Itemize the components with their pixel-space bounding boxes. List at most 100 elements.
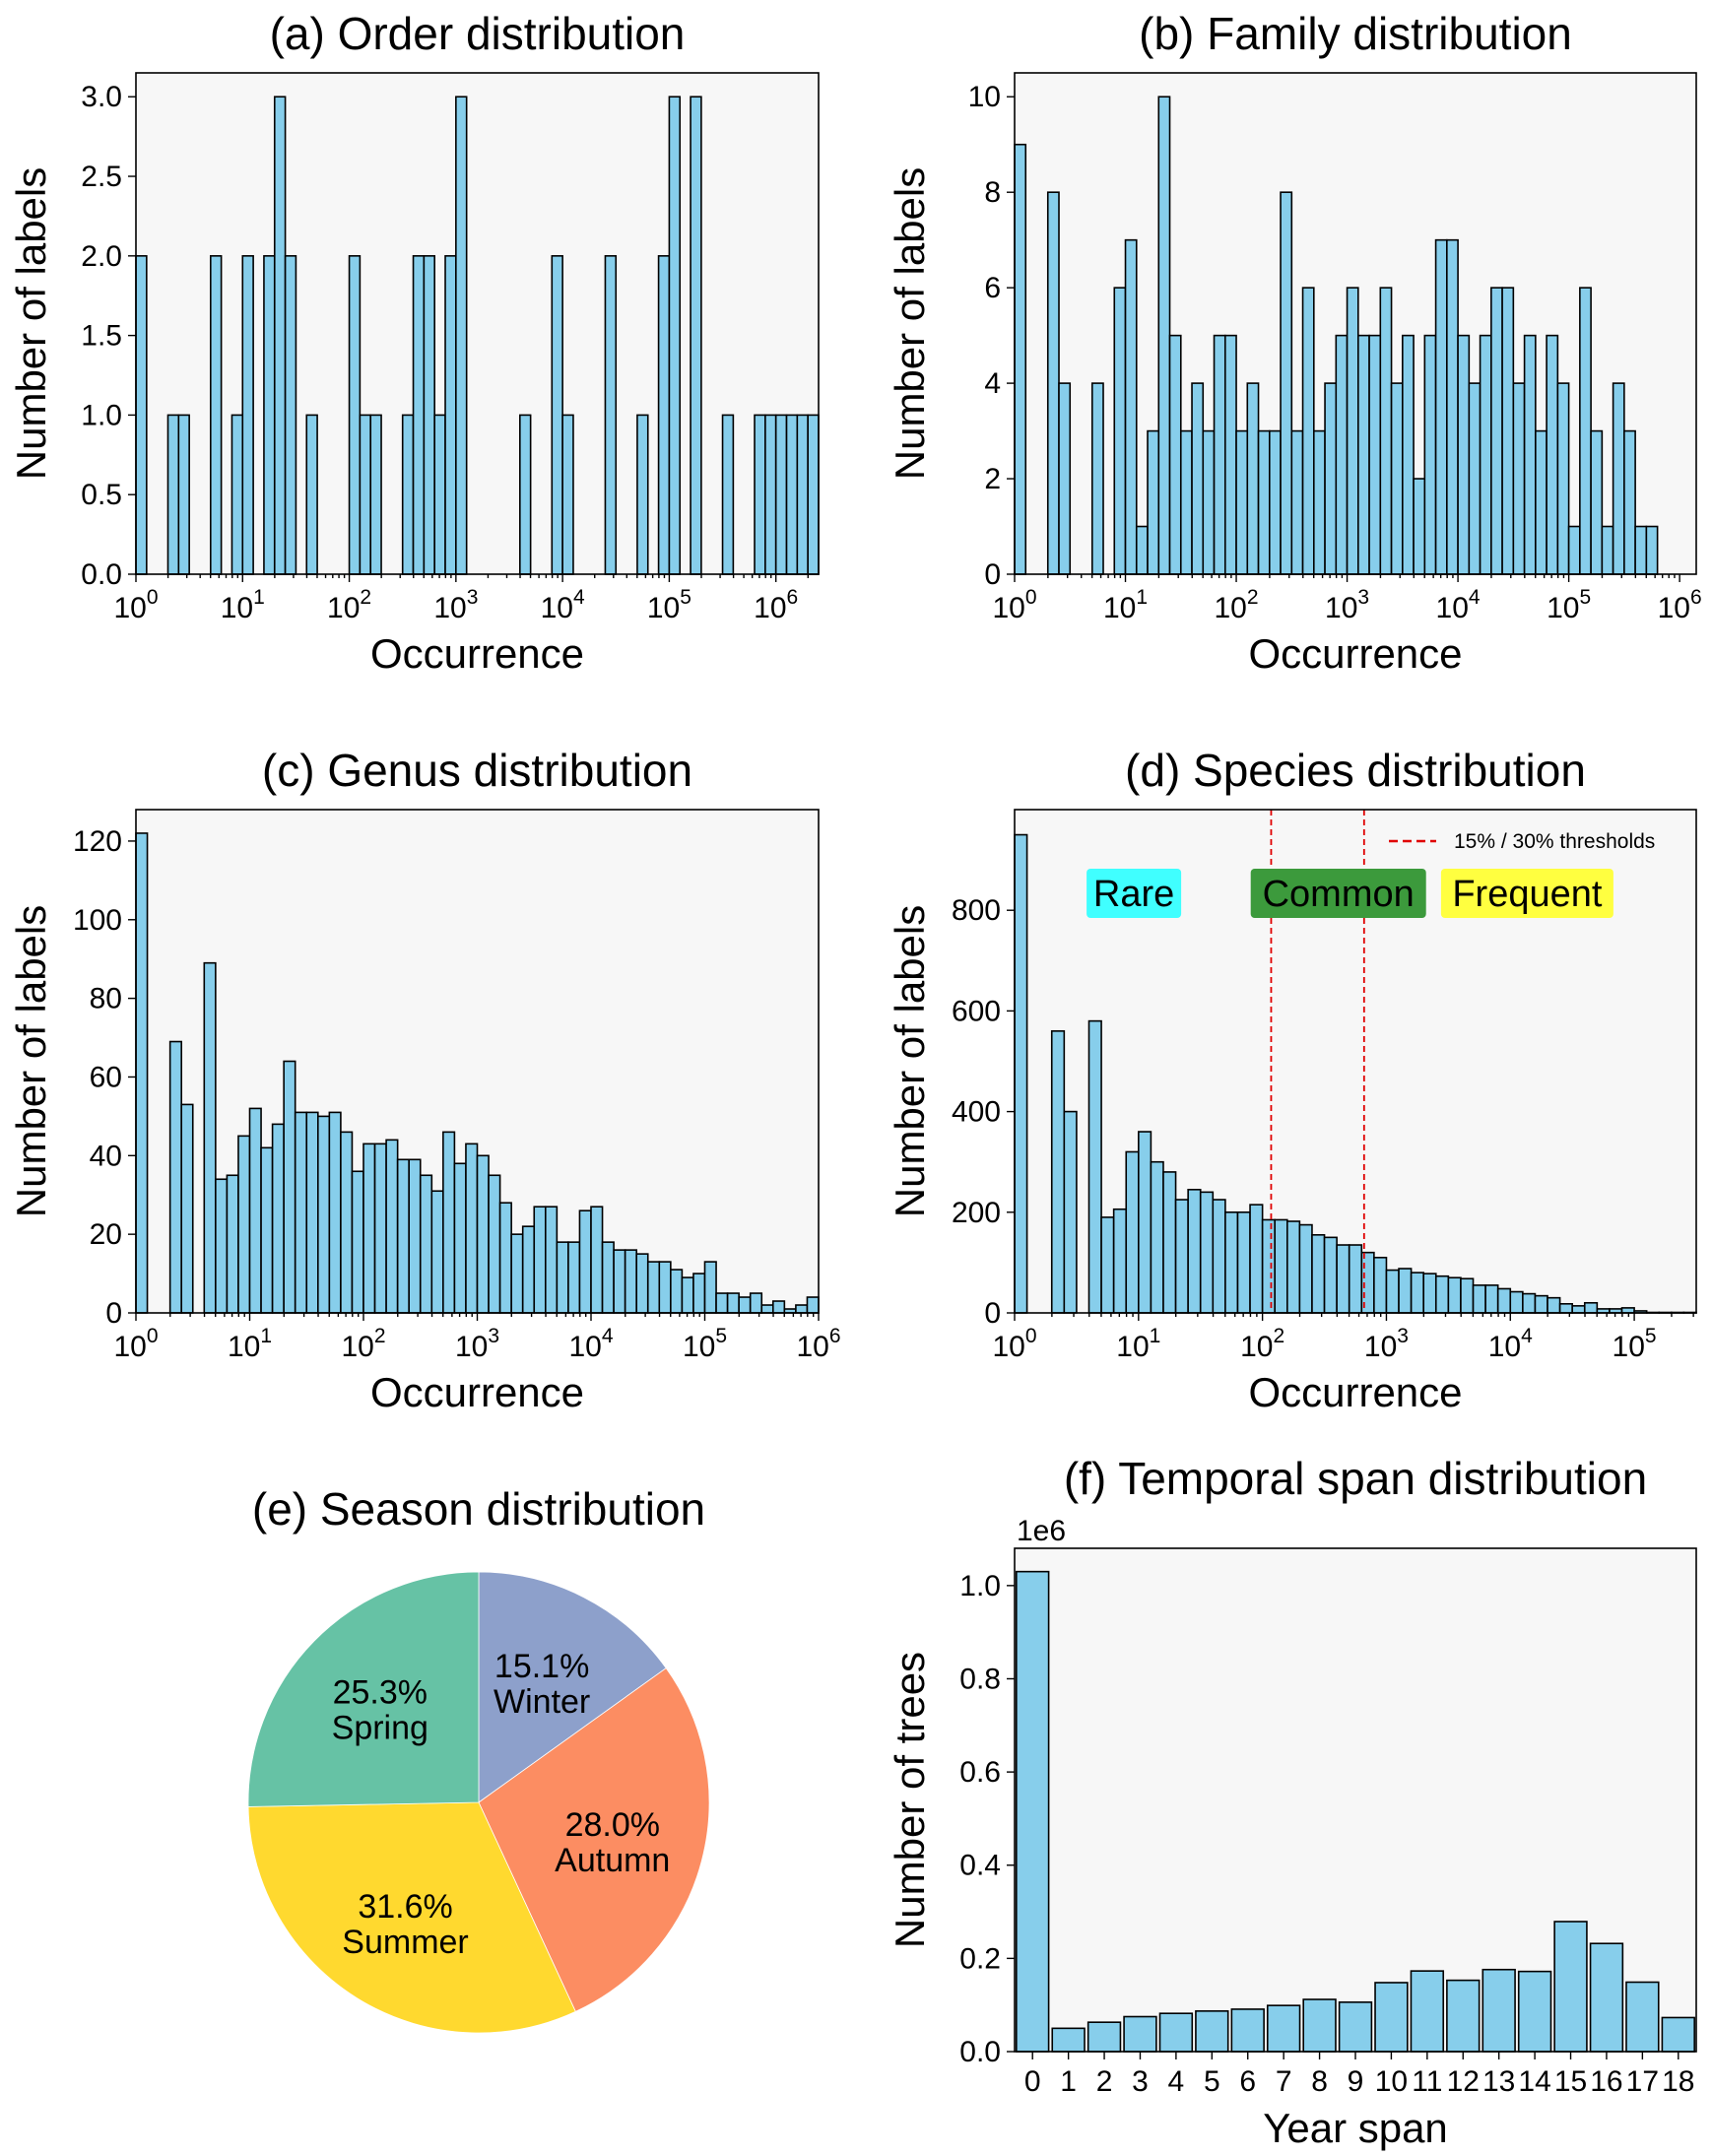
xtick-base: 10 <box>754 592 786 624</box>
bar-d-16 <box>1212 1199 1226 1314</box>
bar-d-22 <box>1286 1220 1301 1314</box>
bar-b-3 <box>1046 191 1060 575</box>
xtick-label-b-5: 105 <box>1547 586 1591 624</box>
bar-c-25 <box>419 1174 433 1314</box>
bar-d-25 <box>1323 1236 1338 1314</box>
bar-c-58 <box>795 1304 809 1314</box>
bar-a-62 <box>796 414 809 575</box>
band-rare-label: Rare <box>1093 874 1174 915</box>
bar-b-9 <box>1113 287 1127 575</box>
bar-c-9 <box>237 1135 251 1314</box>
bar-d-21 <box>1274 1218 1288 1314</box>
bar-a-47 <box>636 414 649 575</box>
xtick-exponent: 6 <box>787 586 799 609</box>
bar-c-27 <box>442 1131 456 1314</box>
xtick-label-b-6: 106 <box>1658 586 1702 624</box>
plot-frame-d <box>1014 809 1697 1314</box>
bar-f-10 <box>1374 1982 1409 2053</box>
bar-b-4 <box>1058 382 1072 575</box>
ytick-label-a-1: 0.5 <box>81 479 122 511</box>
bar-b-49 <box>1556 382 1570 575</box>
bar-c-38 <box>567 1241 581 1314</box>
xtick-label-f-15: 15 <box>1554 2065 1587 2098</box>
bar-b-10 <box>1124 238 1138 575</box>
bar-c-49 <box>692 1273 706 1314</box>
bar-b-43 <box>1490 287 1503 575</box>
bar-c-17 <box>328 1111 342 1314</box>
xtick-label-a-5: 105 <box>647 586 691 624</box>
bar-c-39 <box>578 1209 592 1314</box>
bar-c-41 <box>601 1241 615 1314</box>
bar-d-14 <box>1187 1189 1202 1314</box>
bar-a-36 <box>519 414 532 575</box>
xtick-label-d-3: 103 <box>1364 1325 1409 1363</box>
ytick-label-a-2: 1.0 <box>81 399 122 431</box>
bar-c-47 <box>670 1269 684 1314</box>
xtick-base: 10 <box>113 1331 146 1363</box>
xtick-label-f-2: 2 <box>1096 2065 1113 2098</box>
bar-d-43 <box>1547 1296 1561 1314</box>
pie-pct-winter: 15.1% <box>494 1648 589 1685</box>
bar-b-42 <box>1479 334 1492 575</box>
ytick-label-b-0: 0 <box>984 558 1001 591</box>
bar-a-40 <box>561 414 574 575</box>
band-rare-bg <box>1086 869 1182 918</box>
bar-b-55 <box>1623 429 1636 575</box>
offset-text-f: 1e6 <box>1017 1515 1066 1547</box>
bar-a-22 <box>369 414 382 575</box>
bar-a-39 <box>551 255 563 575</box>
bar-a-50 <box>668 96 682 575</box>
bar-b-44 <box>1501 287 1515 575</box>
x-axis-label-a: Occurrence <box>370 630 584 677</box>
ytick-label-f-4: 0.8 <box>959 1663 1001 1695</box>
bar-b-32 <box>1368 334 1382 575</box>
xtick-label-c-0: 100 <box>113 1325 158 1363</box>
bar-c-36 <box>544 1206 559 1314</box>
bar-c-3 <box>168 1040 182 1314</box>
bar-c-33 <box>510 1233 524 1314</box>
y-axis-label-a: Number of labels <box>8 167 54 480</box>
bar-b-34 <box>1390 382 1404 575</box>
bar-d-7 <box>1100 1216 1115 1314</box>
bar-d-44 <box>1558 1303 1573 1314</box>
chart-title-e: (e) Season distribution <box>252 1483 705 1535</box>
bar-c-34 <box>521 1225 536 1314</box>
bar-d-27 <box>1348 1244 1363 1314</box>
bar-a-12 <box>263 255 276 575</box>
bar-d-31 <box>1398 1268 1413 1314</box>
xtick-label-f-5: 5 <box>1204 2065 1220 2098</box>
chart-title-d: (d) Species distribution <box>1125 745 1586 796</box>
bar-d-37 <box>1472 1284 1486 1314</box>
xtick-base: 10 <box>1488 1331 1521 1363</box>
bar-b-48 <box>1546 334 1559 575</box>
bar-a-61 <box>785 414 799 575</box>
xtick-base: 10 <box>455 1331 488 1363</box>
bar-b-14 <box>1168 334 1182 575</box>
pie-label-spring: Spring <box>332 1710 428 1747</box>
xtick-exponent: 4 <box>602 1325 614 1347</box>
xtick-label-f-18: 18 <box>1662 2065 1694 2098</box>
ytick-label-c-2: 40 <box>90 1140 122 1172</box>
bar-d-40 <box>1509 1290 1524 1314</box>
x-axis-label-c: Occurrence <box>370 1369 584 1415</box>
bar-d-36 <box>1460 1277 1475 1314</box>
bar-b-17 <box>1202 429 1216 575</box>
bar-d-42 <box>1534 1294 1548 1314</box>
ytick-label-c-5: 100 <box>73 904 122 937</box>
ytick-label-a-4: 2.0 <box>81 240 122 273</box>
bar-a-60 <box>774 414 788 575</box>
bar-b-12 <box>1147 429 1160 575</box>
bar-d-20 <box>1261 1218 1277 1314</box>
bar-c-4 <box>180 1103 194 1314</box>
ytick-label-d-2: 400 <box>952 1096 1001 1129</box>
chart-title-b: (b) Family distribution <box>1139 8 1572 59</box>
xtick-exponent: 2 <box>360 586 371 609</box>
xtick-exponent: 3 <box>488 1325 499 1347</box>
bar-c-15 <box>305 1111 319 1314</box>
bar-c-14 <box>294 1111 308 1314</box>
bar-c-45 <box>646 1261 661 1314</box>
bar-c-8 <box>226 1174 239 1314</box>
xtick-base: 10 <box>1103 592 1136 624</box>
